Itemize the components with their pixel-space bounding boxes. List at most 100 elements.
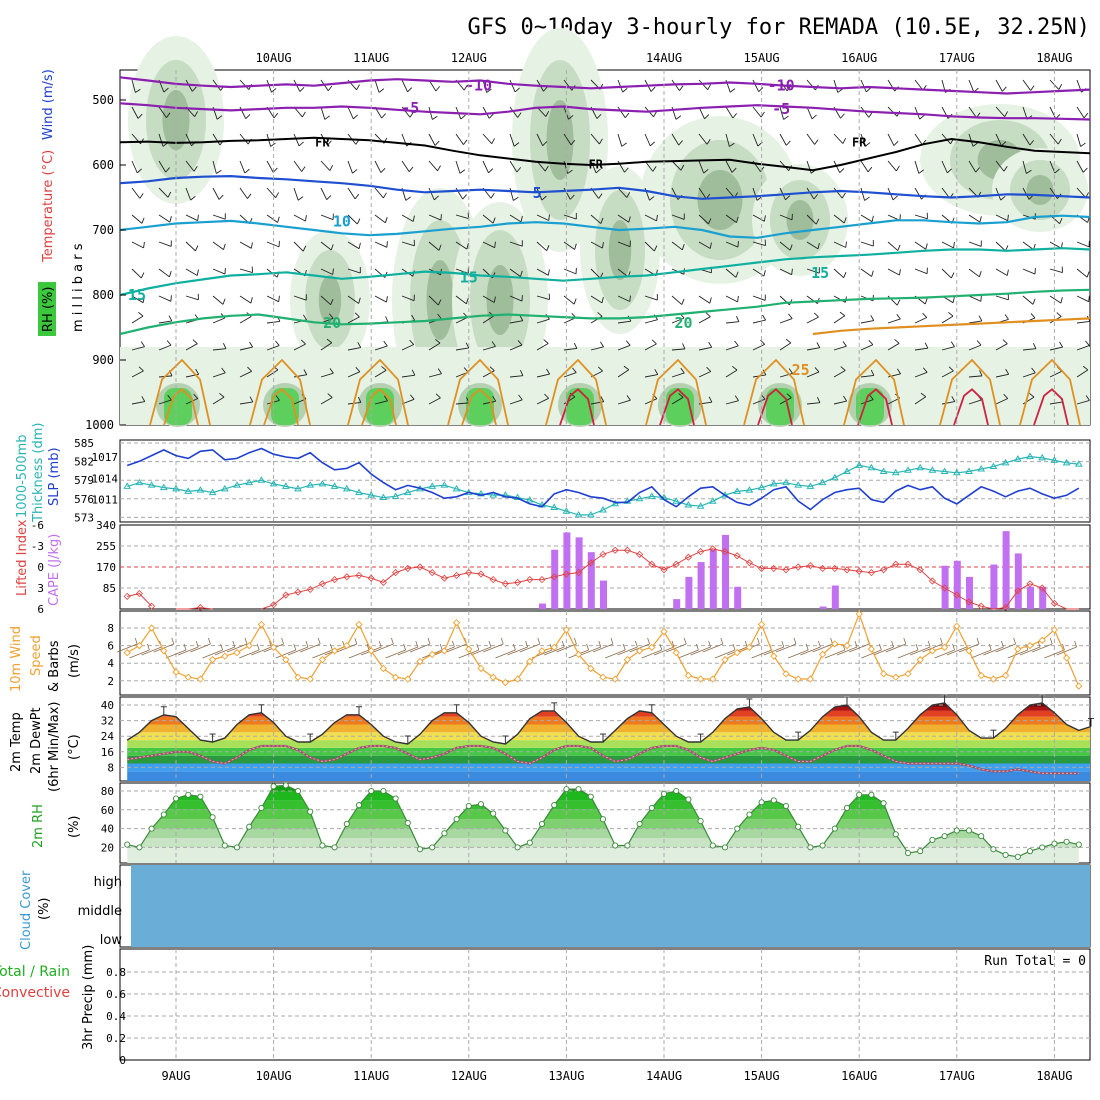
wind-marker: [404, 675, 412, 683]
wind-barb: [374, 79, 380, 93]
li-marker: [941, 584, 949, 592]
contour-label: 20: [674, 314, 692, 332]
wind-barb: [460, 114, 466, 120]
slp-tick-label: 1014: [92, 472, 119, 485]
wind-barb: [347, 160, 353, 174]
wind-barb: [509, 295, 523, 302]
wind-barb: [536, 187, 543, 201]
wind-barb: [1076, 295, 1089, 303]
wind-barb: [600, 396, 605, 402]
rh-marker: [160, 811, 167, 818]
surface-barb: [415, 640, 419, 648]
surface-barb: [507, 646, 528, 656]
wind-barb: [299, 86, 305, 92]
wind-barb: [1076, 106, 1085, 119]
wind-barb: [860, 344, 874, 351]
wind-barb: [428, 373, 442, 378]
rh-marker: [343, 820, 350, 827]
surface-barb: [903, 637, 907, 645]
wind-barb: [602, 242, 604, 249]
wind-barb: [752, 133, 759, 147]
wind-barb: [563, 372, 577, 378]
wind-barb: [488, 168, 494, 174]
wind-barb: [995, 343, 1008, 351]
surface-barb: [495, 649, 516, 659]
wind-label-b: Speed: [29, 635, 44, 676]
wind-barb: [650, 86, 656, 92]
wind-marker: [428, 650, 436, 659]
wind-barb: [871, 215, 874, 222]
wind-barb: [779, 133, 787, 146]
surface-barb: [763, 646, 784, 656]
thickness-tick-label: 582: [74, 456, 94, 469]
cape-bar: [819, 606, 827, 609]
wind-barb: [455, 214, 469, 220]
wind-barb: [249, 341, 254, 348]
wind-barb: [752, 241, 766, 247]
wind-barb: [785, 338, 792, 344]
thickness-marker: [940, 467, 949, 475]
li-marker: [1002, 604, 1010, 612]
rh-marker: [965, 827, 973, 834]
wind-barb: [546, 368, 551, 375]
rh-marker: [233, 844, 241, 851]
top-date-label: 14AUG: [646, 51, 682, 65]
isotherm: [149, 358, 211, 426]
isotherm: [1019, 358, 1081, 426]
cape-bar: [539, 603, 546, 609]
slp-thickness-panel: 585 582 579 576 573 1017 1014 1011 1000-500mb T…: [15, 423, 1091, 524]
bottom-date-label: 11AUG: [353, 1069, 389, 1083]
wind-barb: [899, 269, 901, 276]
surface-barb: [470, 646, 492, 656]
wind-barb: [329, 165, 334, 171]
wind-barb: [320, 268, 333, 275]
wind-barb: [455, 241, 468, 250]
rh-marker: [477, 801, 485, 808]
wind-barb: [1032, 298, 1036, 305]
surface-barb: [129, 649, 150, 659]
wind-barb: [212, 214, 226, 220]
wind-barb: [275, 340, 280, 346]
wind-barb: [167, 394, 172, 401]
wind-barb: [239, 133, 249, 145]
wind-barb: [679, 85, 684, 91]
contour-label: -10: [465, 77, 492, 95]
wind-barb: [840, 366, 846, 371]
contour-label: -5: [772, 100, 790, 118]
wind-barb: [194, 111, 199, 117]
thickness-marker: [1026, 452, 1034, 460]
rh-marker: [941, 833, 948, 840]
wind-barb: [347, 106, 354, 120]
wind-marker: [587, 664, 595, 673]
wind-barb: [681, 298, 685, 305]
cloud-label: Cloud Cover: [19, 870, 34, 950]
wind-barb: [266, 295, 279, 303]
wind-barb: [1058, 84, 1063, 90]
wind-barb: [816, 397, 821, 403]
wind-barb: [968, 133, 974, 147]
rh-marker: [770, 797, 777, 804]
wind-barb: [195, 368, 200, 375]
wind-barb: [843, 272, 847, 278]
thickness-marker: [550, 503, 559, 510]
bottom-date-axis: 9AUG 10AUG 11AUG 12AUG 13AUG 14AUG 15AUG 16AUG 1…: [162, 1069, 1073, 1083]
surface-barb: [269, 640, 272, 648]
thickness-marker: [257, 476, 266, 483]
cloud-cover-fill: [131, 865, 1090, 947]
wind-barb: [860, 187, 866, 201]
rh-panel: 80 60 40 20 2m RH (%): [31, 782, 1091, 864]
wind-barb: [651, 339, 657, 345]
wind-barb: [329, 368, 334, 374]
wind-barb: [617, 214, 630, 223]
thickness-marker: [952, 468, 961, 476]
wind-barb: [131, 160, 138, 174]
wind-barb: [590, 133, 600, 145]
isotherm: [461, 388, 497, 426]
rh-area: [318, 275, 342, 325]
wind-barb: [752, 214, 765, 222]
isotherm: [347, 358, 409, 426]
wind-barb: [352, 114, 358, 120]
isotherm: [361, 388, 397, 426]
wind-barb: [222, 298, 226, 305]
